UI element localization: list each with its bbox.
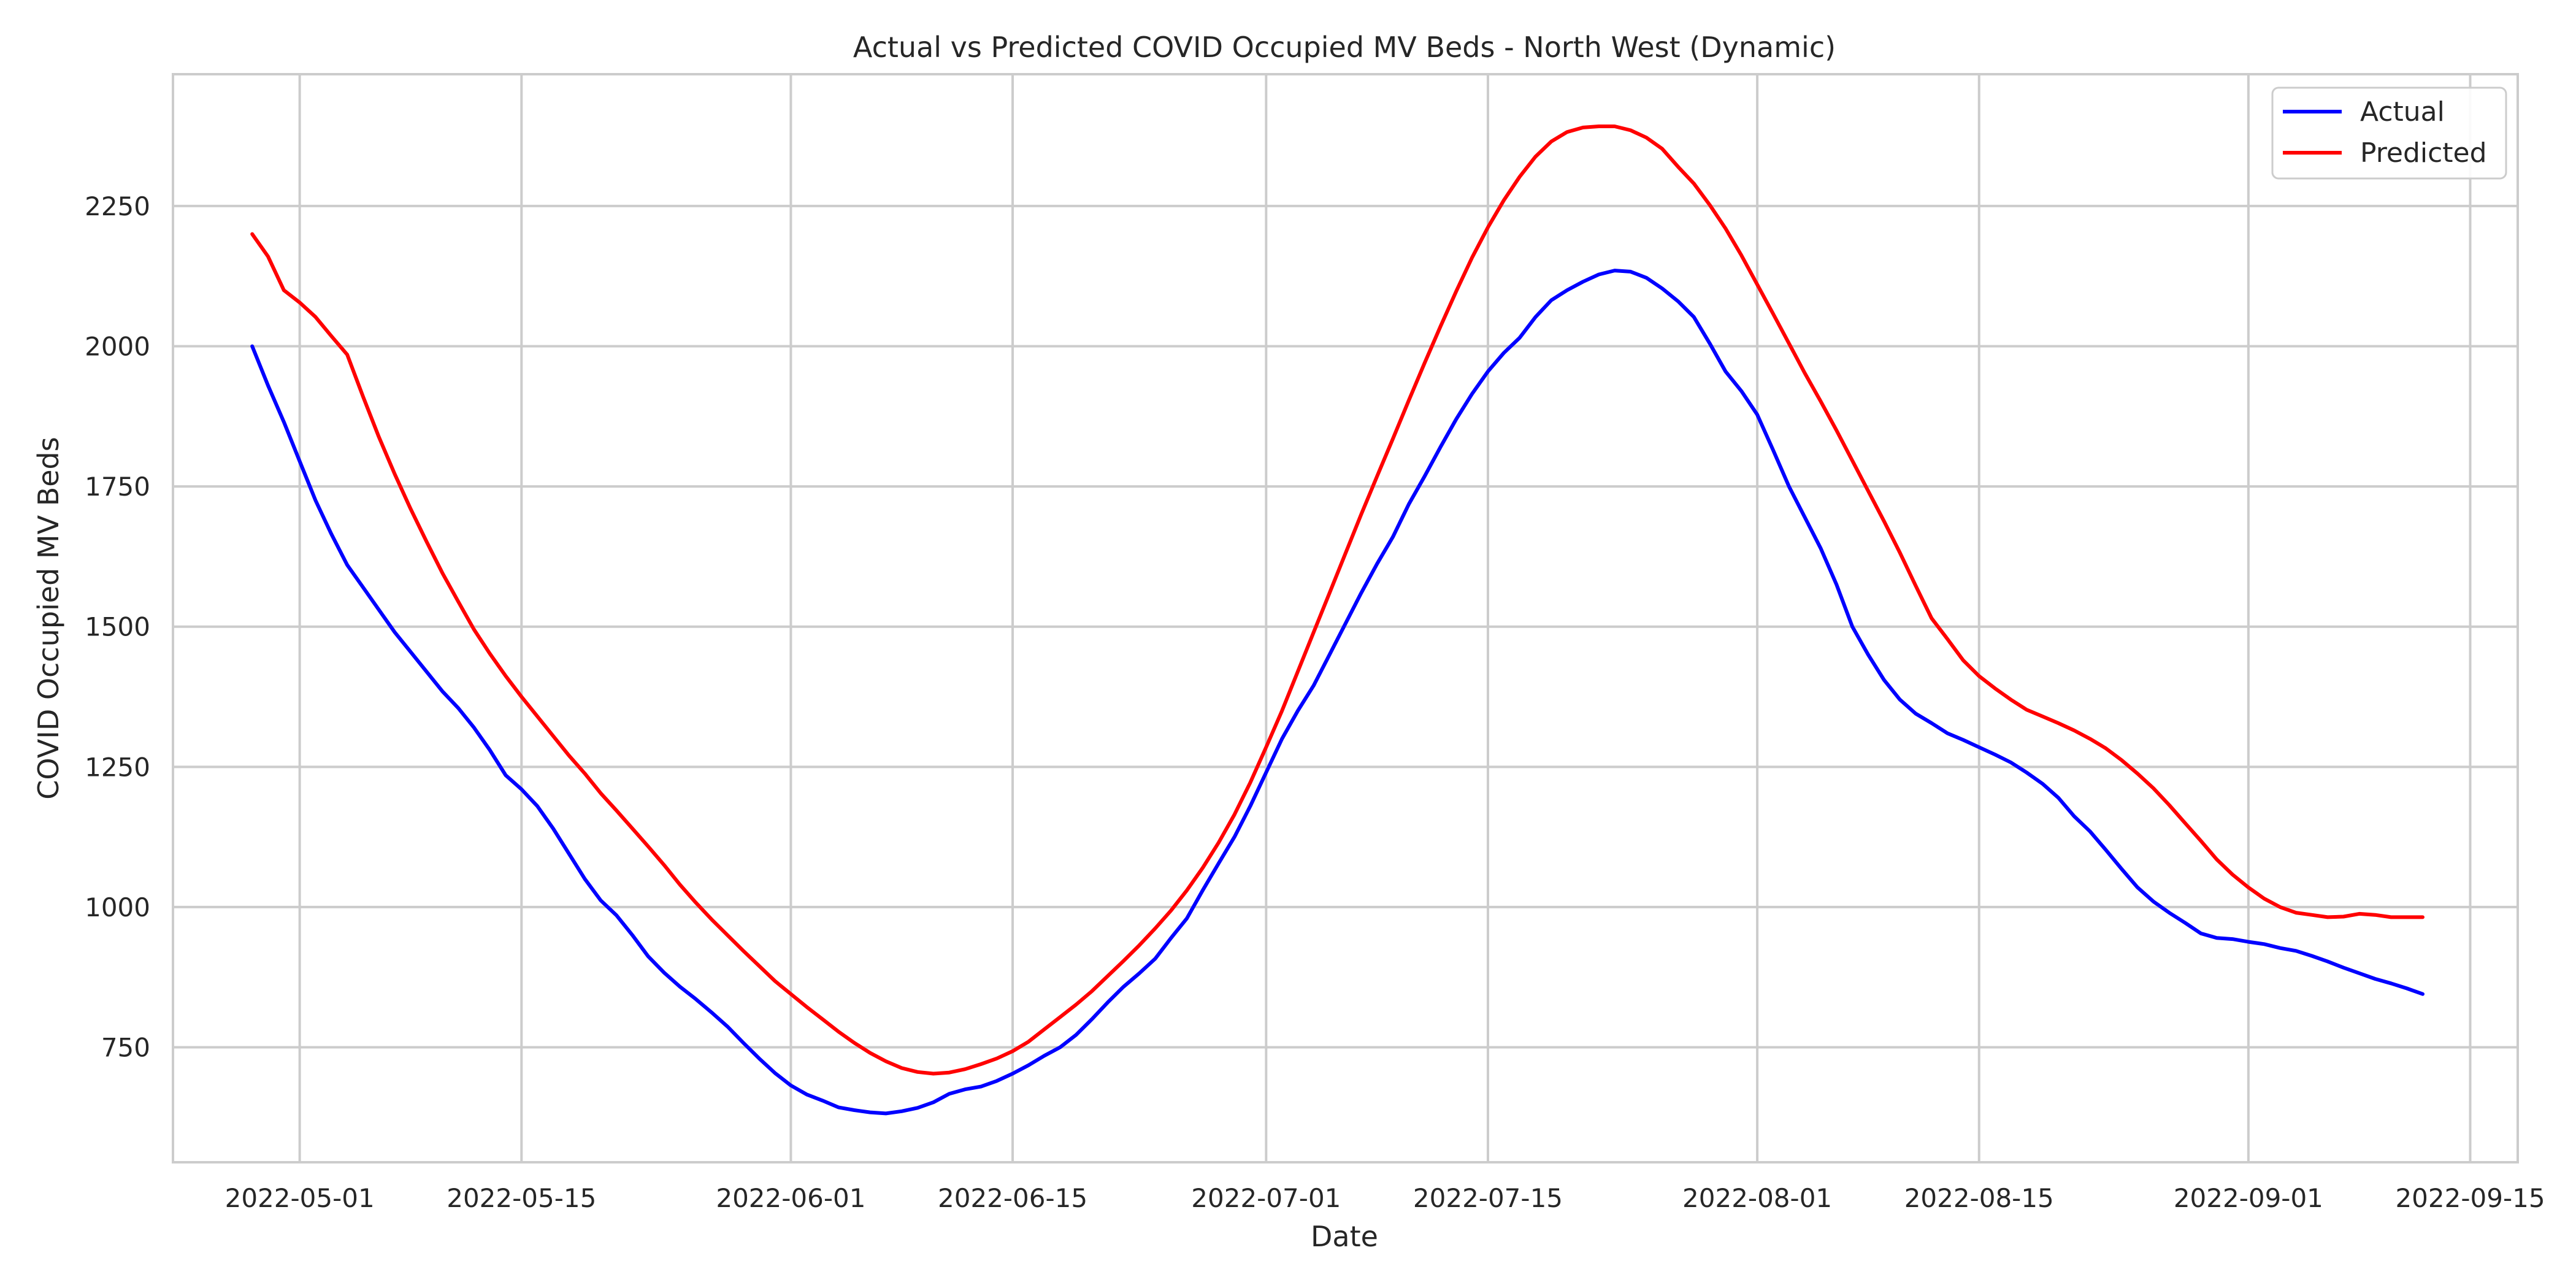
x-tick-label: 2022-09-15 <box>2395 1183 2545 1213</box>
x-tick-label: 2022-07-01 <box>1191 1183 1341 1213</box>
y-tick-label: 1250 <box>85 752 150 782</box>
series-line-actual <box>250 269 2425 1116</box>
x-tick-label: 2022-06-15 <box>938 1183 1087 1213</box>
y-tick-label: 1000 <box>85 892 150 922</box>
y-axis-ticks: 750 1000 1250 1500 1750 2000 2250 <box>85 191 150 1063</box>
x-axis-label: Date <box>1311 1220 1378 1253</box>
x-tick-label: 2022-09-01 <box>2174 1183 2323 1213</box>
x-tick-label: 2022-05-01 <box>225 1183 375 1213</box>
y-tick-label: 2250 <box>85 191 150 221</box>
x-tick-label: 2022-08-15 <box>1904 1183 2054 1213</box>
y-axis-label: COVID Occupied MV Beds <box>32 437 65 799</box>
x-tick-label: 2022-07-15 <box>1413 1183 1563 1213</box>
legend-label-predicted: Predicted <box>2360 137 2487 169</box>
series-lines <box>250 125 2425 1116</box>
x-tick-label: 2022-06-01 <box>716 1183 865 1213</box>
legend-label-actual: Actual <box>2360 96 2445 128</box>
legend: Actual Predicted <box>2271 86 2507 180</box>
plot-frame <box>172 73 2519 1163</box>
y-tick-label: 750 <box>101 1033 150 1063</box>
y-tick-label: 1500 <box>85 612 150 642</box>
x-tick-label: 2022-08-01 <box>1682 1183 1832 1213</box>
y-tick-label: 2000 <box>85 332 150 362</box>
series-line-predicted <box>250 125 2425 1076</box>
x-tick-label: 2022-05-15 <box>447 1183 596 1213</box>
y-tick-label: 1750 <box>85 472 150 502</box>
chart-title: Actual vs Predicted COVID Occupied MV Be… <box>853 31 1836 64</box>
x-axis-ticks: 2022-05-01 2022-05-15 2022-06-01 2022-06-15… <box>225 1183 2545 1213</box>
